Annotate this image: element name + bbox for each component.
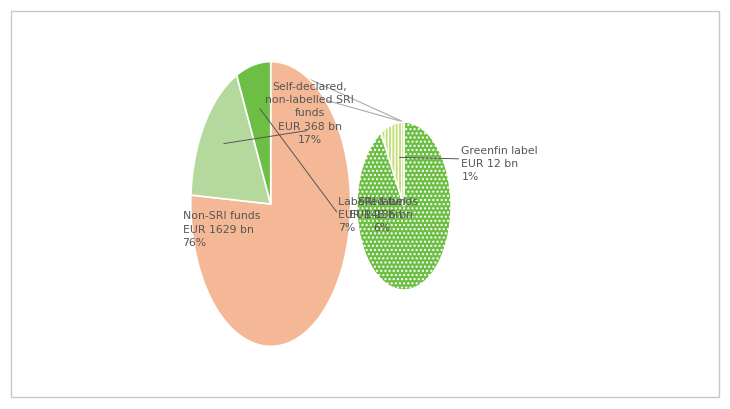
Polygon shape	[357, 123, 451, 290]
Polygon shape	[191, 63, 350, 346]
Text: SRI label
EUR 136 bn
6%: SRI label EUR 136 bn 6%	[350, 197, 413, 233]
Text: Greenfin label
EUR 12 bn
1%: Greenfin label EUR 12 bn 1%	[461, 146, 538, 182]
Text: Non-SRI funds
EUR 1629 bn
76%: Non-SRI funds EUR 1629 bn 76%	[182, 211, 260, 247]
Text: Labelled funds
EUR 148 bn
7%: Labelled funds EUR 148 bn 7%	[338, 197, 418, 233]
Polygon shape	[381, 123, 404, 207]
Polygon shape	[237, 63, 271, 204]
Text: Self-declared,
non-labelled SRI
funds
EUR 368 bn
17%: Self-declared, non-labelled SRI funds EU…	[265, 82, 354, 144]
Polygon shape	[191, 76, 271, 204]
